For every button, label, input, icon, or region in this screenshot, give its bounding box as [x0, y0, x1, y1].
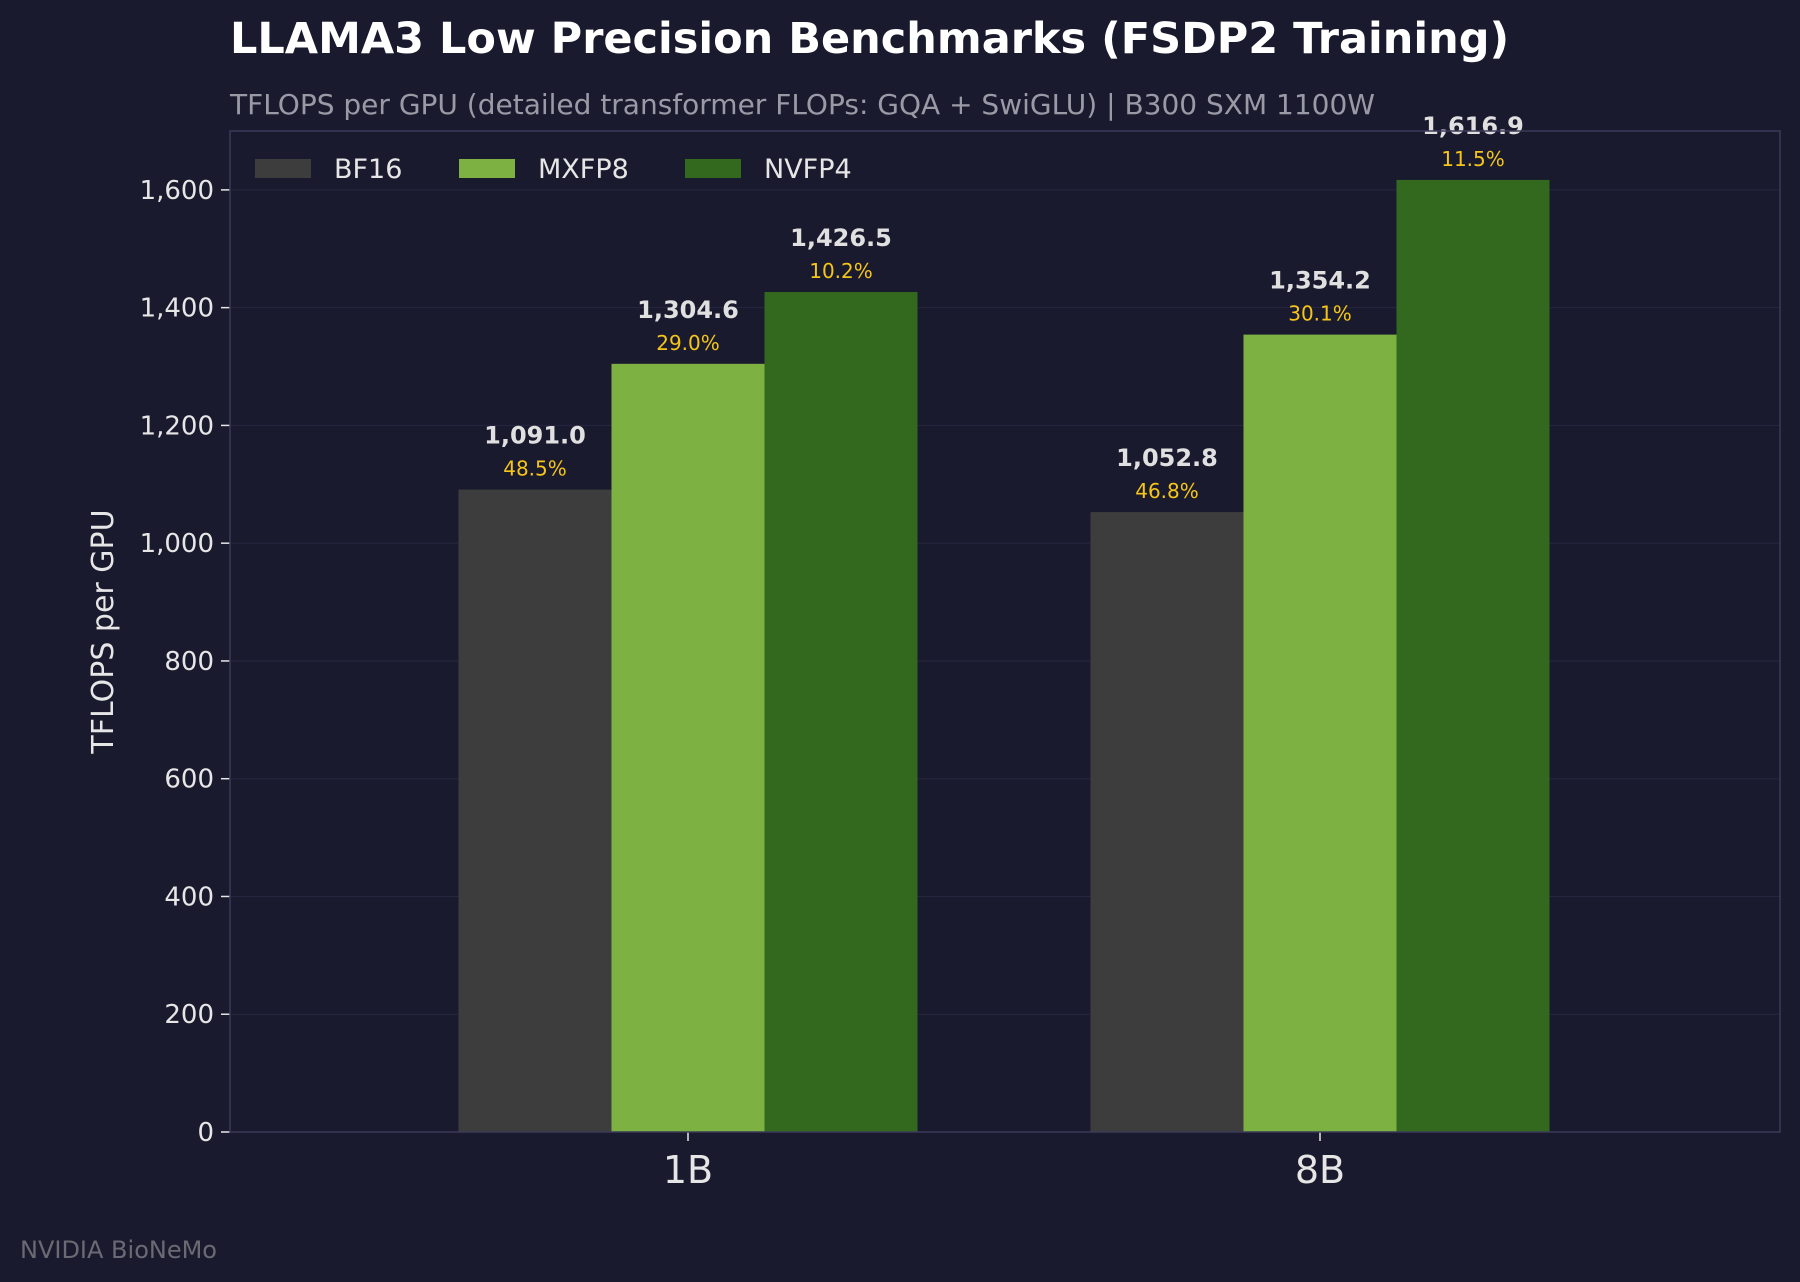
bar-percent-label: 48.5%	[503, 457, 567, 481]
y-axis-title: TFLOPS per GPU	[86, 509, 121, 754]
bar-nvfp4-1b	[764, 292, 918, 1133]
y-tick-label: 600	[164, 765, 214, 795]
bar-nvfp4-8b	[1396, 179, 1550, 1133]
legend: BF16 MXFP8 NVFP4	[255, 154, 852, 185]
chart-title: LLAMA3 Low Precision Benchmarks (FSDP2 T…	[230, 14, 1509, 64]
y-tick-label: 1,400	[140, 294, 214, 324]
y-tick-label: 200	[164, 1000, 214, 1030]
bar-value-label: 1,426.5	[790, 224, 892, 252]
legend-label: MXFP8	[538, 154, 629, 185]
watermark: NVIDIA BioNeMo	[20, 1236, 217, 1264]
legend-label: BF16	[334, 154, 402, 185]
x-category-label: 8B	[1295, 1148, 1345, 1192]
y-tick-label: 1,200	[140, 411, 214, 441]
plot-frame	[229, 130, 1781, 1133]
y-tick-label: 1,000	[140, 529, 214, 559]
bar-percent-label: 10.2%	[809, 259, 873, 283]
bar-bf16-8b	[1090, 512, 1244, 1132]
legend-swatch-mxfp8	[459, 159, 515, 178]
y-tick-label: 0	[197, 1118, 214, 1148]
plot-area: 0 200 400 600 800 1,000 1,200 1,400 1,600 1,091.0…	[86, 112, 1781, 1192]
y-tick-label: 1,600	[140, 176, 214, 206]
bar-percent-label: 11.5%	[1441, 147, 1505, 171]
bar-value-label: 1,354.2	[1269, 267, 1371, 295]
bar-value-label: 1,091.0	[484, 422, 586, 450]
x-category-label: 1B	[663, 1148, 713, 1192]
chart-subtitle: TFLOPS per GPU (detailed transformer FLO…	[229, 88, 1375, 121]
bar-percent-label: 30.1%	[1288, 302, 1352, 326]
bar-value-label: 1,616.9	[1422, 112, 1524, 140]
bar-value-label: 1,052.8	[1116, 444, 1218, 472]
legend-swatch-bf16	[255, 159, 311, 178]
bar-mxfp8-8b	[1243, 334, 1397, 1132]
bar-mxfp8-1b	[611, 363, 765, 1133]
y-tick-label: 400	[164, 882, 214, 912]
bar-percent-label: 46.8%	[1135, 479, 1199, 503]
y-tick-label: 800	[164, 647, 214, 677]
legend-swatch-nvfp4	[685, 159, 741, 178]
bar-bf16-1b	[458, 489, 612, 1133]
bar-percent-label: 29.0%	[656, 331, 720, 355]
bar-value-label: 1,304.6	[637, 296, 739, 324]
legend-label: NVFP4	[764, 154, 852, 185]
